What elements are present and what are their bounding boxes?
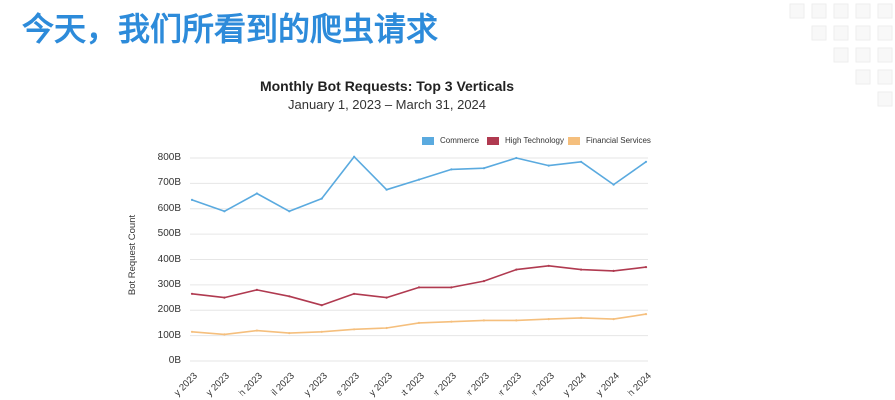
financial-services-line [191, 313, 647, 336]
financial-services-point-september-2023 [450, 320, 453, 323]
commerce-point-november-2023 [515, 156, 518, 160]
high-technology-point-october-2023 [482, 280, 485, 283]
high-technology-point-september-2023 [450, 286, 453, 289]
financial-services-point-may-2023 [320, 330, 323, 333]
financial-services-point-march-2024 [644, 313, 648, 316]
high-technology-point-december-2023 [547, 264, 550, 267]
high-technology-point-august-2023 [417, 286, 421, 289]
commerce-point-march-2024 [644, 160, 648, 163]
legend-item-commerce: Commerce [422, 135, 479, 147]
series-lines [190, 155, 648, 336]
y-tick-label-100b: 100B [157, 329, 181, 341]
high-technology-point-march-2023 [255, 288, 258, 291]
decorative-pattern [789, 3, 893, 107]
high-technology-point-november-2023 [515, 268, 518, 271]
financial-services-point-march-2023 [255, 329, 258, 332]
financial-services-point-october-2023 [482, 319, 485, 322]
commerce-line [191, 155, 647, 213]
legend-label-high-technology: High Technology [505, 136, 565, 145]
financial-services-point-january-2024 [580, 316, 583, 319]
high-technology-point-march-2024 [644, 266, 648, 269]
financial-services-point-november-2023 [515, 319, 518, 322]
y-tick-label-800b: 800B [157, 152, 181, 163]
legend-swatch-financial-services [568, 137, 580, 145]
slide-title: 今天，我们所看到的爬虫请求 [22, 10, 439, 48]
high-technology-point-february-2024 [612, 269, 615, 272]
chart-subtitle: January 1, 2023 – March 31, 2024 [287, 97, 487, 112]
financial-services-point-july-2023 [385, 326, 388, 330]
y-tick-label-0b: 0B [168, 355, 181, 366]
legend-label-financial-services: Financial Services [586, 136, 651, 145]
financial-services-point-december-2023 [547, 318, 550, 321]
legend-label-commerce: Commerce [440, 136, 480, 145]
y-tick-label-500b: 500B [157, 228, 181, 240]
high-technology-point-january-2023 [190, 292, 194, 295]
y-tick-label-300b: 300B [157, 278, 181, 290]
high-technology-point-april-2023 [288, 295, 291, 298]
commerce-point-august-2023 [417, 178, 421, 181]
financial-services-point-february-2024 [612, 318, 615, 321]
y-tick-label-700b: 700B [157, 177, 181, 189]
commerce-point-january-2024 [580, 160, 583, 163]
gridlines [190, 157, 648, 362]
y-tick-label-600b: 600B [157, 202, 181, 214]
y-tick-label-200b: 200B [157, 304, 181, 316]
high-technology-point-june-2023 [353, 292, 356, 295]
legend-item-high-technology: High Technology [487, 135, 564, 147]
legend-swatch-commerce [422, 137, 434, 145]
commerce-point-february-2024 [612, 183, 615, 186]
high-technology-point-may-2023 [320, 304, 323, 307]
financial-services-point-june-2023 [353, 328, 356, 331]
chart-title: Monthly Bot Requests: Top 3 Verticals [259, 78, 515, 94]
financial-services-point-january-2023 [190, 330, 194, 333]
commerce-point-april-2023 [288, 210, 291, 213]
financial-services-point-february-2023 [223, 333, 226, 336]
commerce-point-february-2023 [223, 210, 226, 213]
high-technology-point-january-2024 [580, 268, 583, 271]
y-axis-title: Bot Request Count [127, 214, 138, 296]
commerce-point-october-2023 [482, 167, 485, 170]
commerce-point-january-2023 [190, 198, 194, 201]
legend-swatch-high-technology [487, 137, 499, 145]
legend-item-financial-services: Financial Services [568, 135, 651, 147]
high-technology-line [191, 265, 647, 306]
commerce-point-december-2023 [547, 164, 550, 167]
high-technology-point-july-2023 [385, 296, 388, 299]
high-technology-point-february-2023 [223, 296, 226, 299]
y-tick-label-400b: 400B [157, 253, 181, 265]
financial-services-point-august-2023 [417, 321, 421, 324]
commerce-point-june-2023 [353, 155, 356, 158]
commerce-point-march-2023 [255, 192, 258, 195]
financial-services-point-april-2023 [288, 332, 291, 335]
commerce-point-september-2023 [450, 168, 453, 171]
commerce-point-may-2023 [320, 197, 323, 200]
commerce-point-july-2023 [385, 188, 388, 191]
